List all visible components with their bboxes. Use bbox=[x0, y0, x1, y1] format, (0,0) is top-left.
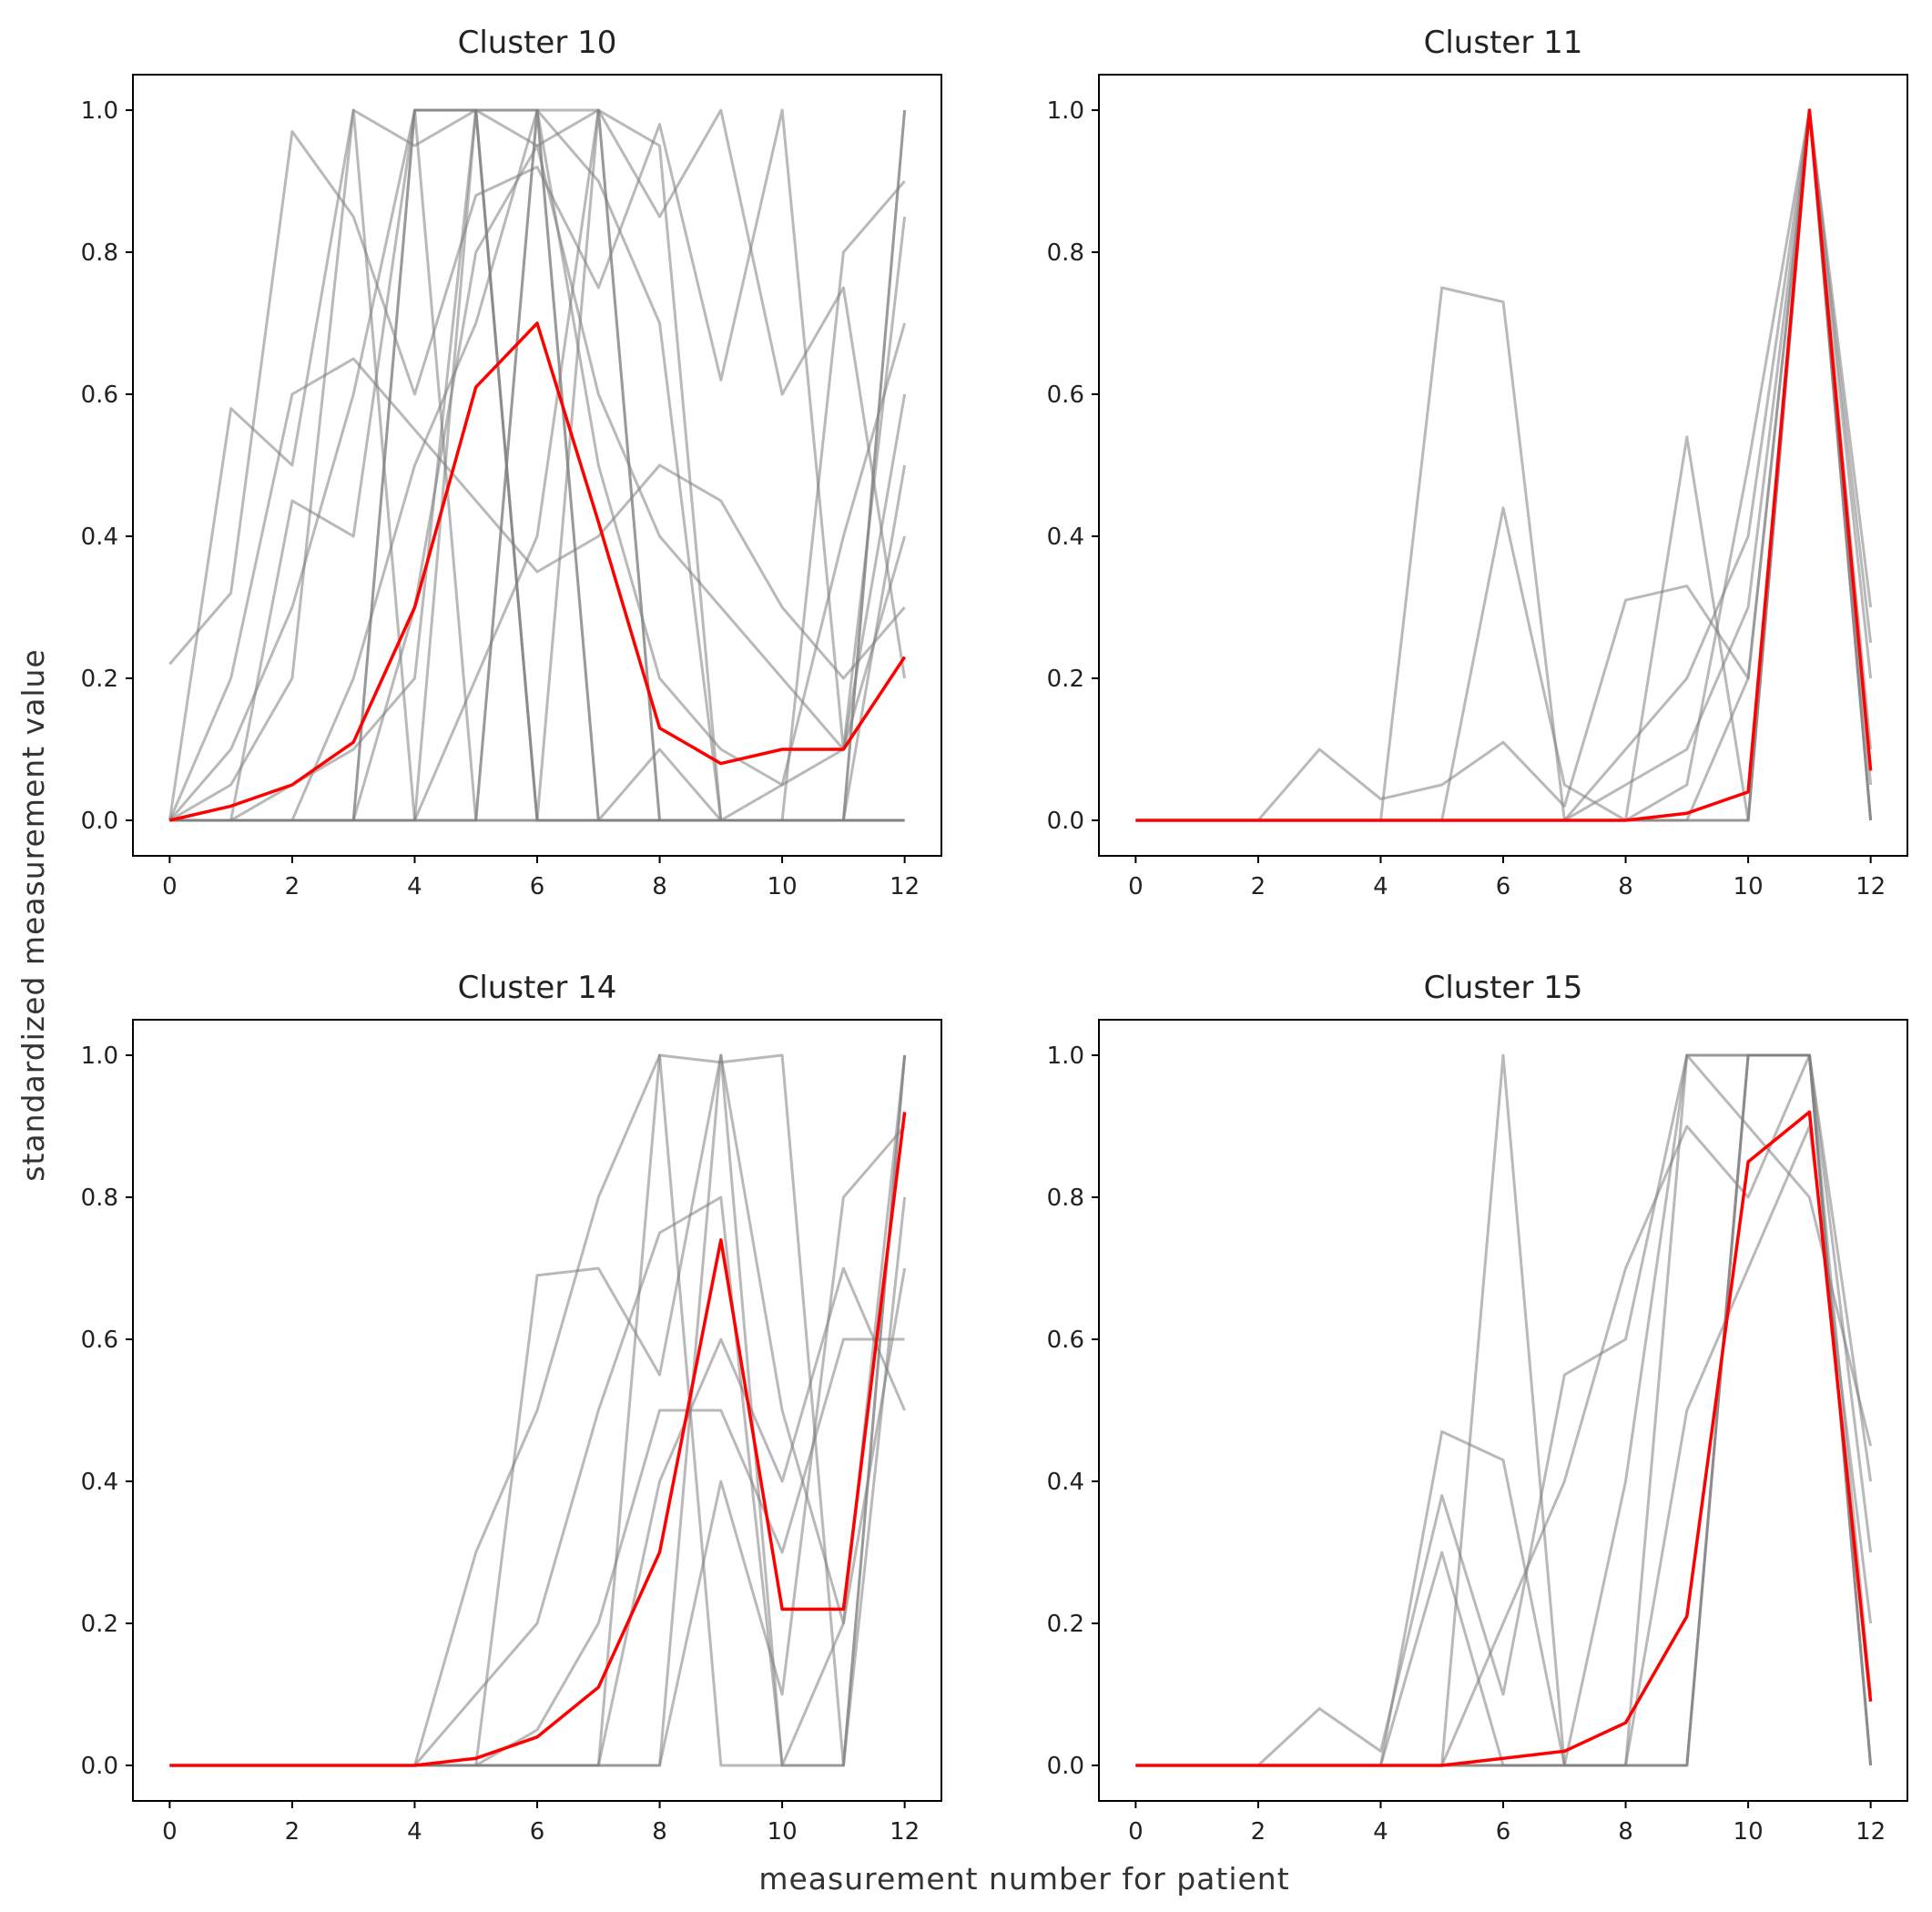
y-tick-label: 0.0 bbox=[81, 808, 118, 835]
plot-area bbox=[1135, 1053, 1873, 1767]
y-tick-label: 0.8 bbox=[1047, 1185, 1084, 1212]
y-tick-label: 0.2 bbox=[81, 666, 118, 693]
patient-line bbox=[168, 357, 906, 821]
patient-line bbox=[169, 1125, 906, 1767]
x-tick-label: 12 bbox=[1856, 1818, 1886, 1846]
patient-line bbox=[169, 1266, 906, 1767]
y-tick-label: 1.0 bbox=[81, 97, 118, 125]
subplot-title: Cluster 10 bbox=[458, 25, 617, 61]
patient-line bbox=[1135, 108, 1873, 822]
y-tick-label: 0.4 bbox=[1047, 1469, 1084, 1496]
subplot-title: Cluster 14 bbox=[458, 970, 617, 1006]
x-tick-label: 8 bbox=[652, 1818, 667, 1846]
x-tick-label: 6 bbox=[1496, 873, 1511, 900]
subplot-title: Cluster 11 bbox=[1424, 25, 1583, 61]
patient-line bbox=[1135, 108, 1873, 822]
y-tick-label: 0.8 bbox=[81, 1185, 118, 1212]
patient-line bbox=[1135, 108, 1873, 822]
subplot-2: 0 2 4 6 8 10 12 0.0 0.2 0.4 0.6 0.8 1.0 Cluster 11 bbox=[1047, 25, 1908, 900]
patient-line bbox=[1135, 1053, 1873, 1767]
plot-area bbox=[168, 108, 907, 822]
centroid-line bbox=[169, 1112, 907, 1767]
y-tick-label: 0.6 bbox=[1047, 381, 1084, 409]
patient-line bbox=[1135, 108, 1873, 822]
y-tick-label: 1.0 bbox=[81, 1042, 118, 1070]
patient-line bbox=[1135, 108, 1873, 822]
subplot-3: 0 2 4 6 8 10 12 0.0 0.2 0.4 0.6 0.8 1.0 Cluster 14 bbox=[81, 970, 942, 1846]
x-tick-label: 2 bbox=[285, 873, 300, 900]
subplot-title: Cluster 15 bbox=[1424, 970, 1583, 1006]
patient-line bbox=[1135, 1053, 1873, 1767]
x-tick-label: 12 bbox=[1856, 873, 1886, 900]
y-tick-label: 0.2 bbox=[1047, 1611, 1084, 1638]
y-tick-label: 0.4 bbox=[81, 1469, 118, 1496]
centroid-line bbox=[1135, 1110, 1873, 1767]
x-tick-label: 6 bbox=[1496, 1818, 1511, 1846]
x-tick-label: 4 bbox=[1373, 1818, 1388, 1846]
patient-line bbox=[1135, 108, 1873, 822]
x-tick-label: 4 bbox=[1373, 873, 1388, 900]
y-tick-label: 1.0 bbox=[1047, 97, 1084, 125]
patient-line bbox=[1135, 1124, 1873, 1767]
patient-line bbox=[1135, 1053, 1873, 1767]
subplot-grid: 0 2 4 6 8 10 12 0.0 0.2 0.4 0.6 0.8 1.0 Cluster 10 0 2 4… bbox=[81, 25, 1908, 1846]
y-tick-label: 0.4 bbox=[81, 524, 118, 551]
x-tick-label: 2 bbox=[1251, 1818, 1266, 1846]
x-tick-label: 10 bbox=[1734, 1818, 1764, 1846]
x-tick-label: 0 bbox=[1128, 873, 1144, 900]
x-tick-label: 6 bbox=[530, 873, 545, 900]
plot-area bbox=[169, 1053, 907, 1767]
patient-line bbox=[1135, 1053, 1873, 1767]
patient-line bbox=[1135, 108, 1873, 822]
x-axis-label: measurement number for patient bbox=[758, 1861, 1289, 1897]
x-tick-label: 4 bbox=[407, 873, 422, 900]
patient-line bbox=[1135, 108, 1873, 822]
x-tick-label: 6 bbox=[530, 1818, 545, 1846]
y-tick-label: 1.0 bbox=[1047, 1042, 1084, 1070]
patient-line bbox=[169, 108, 907, 822]
subplot-4: 0 2 4 6 8 10 12 0.0 0.2 0.4 0.6 0.8 1.0 Cluster 15 bbox=[1047, 970, 1908, 1846]
x-tick-label: 2 bbox=[1251, 873, 1266, 900]
y-tick-label: 0.4 bbox=[1047, 524, 1084, 551]
centroid-line bbox=[1135, 108, 1873, 822]
x-tick-label: 8 bbox=[1618, 1818, 1633, 1846]
x-tick-label: 12 bbox=[890, 873, 920, 900]
x-tick-label: 12 bbox=[890, 1818, 920, 1846]
patient-line bbox=[1135, 1053, 1873, 1767]
x-tick-label: 2 bbox=[285, 1818, 300, 1846]
y-tick-label: 0.0 bbox=[81, 1753, 118, 1780]
x-tick-label: 0 bbox=[162, 1818, 178, 1846]
subplot-1: 0 2 4 6 8 10 12 0.0 0.2 0.4 0.6 0.8 1.0 Cluster 10 bbox=[81, 25, 942, 900]
patient-line bbox=[1135, 1053, 1873, 1767]
y-tick-label: 0.6 bbox=[81, 381, 118, 409]
axes-frame bbox=[1098, 74, 1908, 857]
y-tick-label: 0.8 bbox=[81, 239, 118, 267]
y-tick-label: 0.0 bbox=[1047, 808, 1084, 835]
y-tick-label: 0.6 bbox=[1047, 1327, 1084, 1354]
y-tick-label: 0.0 bbox=[1047, 1753, 1084, 1780]
y-axis-label: standardized measurement value bbox=[15, 648, 51, 1181]
x-tick-label: 0 bbox=[162, 873, 178, 900]
x-tick-label: 8 bbox=[1618, 873, 1633, 900]
plot-area bbox=[1135, 108, 1873, 822]
x-tick-label: 10 bbox=[768, 1818, 798, 1846]
axes-frame bbox=[1098, 1019, 1908, 1802]
patient-line bbox=[168, 108, 907, 751]
y-tick-label: 0.8 bbox=[1047, 239, 1084, 267]
y-tick-label: 0.2 bbox=[1047, 666, 1084, 693]
x-tick-label: 4 bbox=[407, 1818, 422, 1846]
x-tick-label: 10 bbox=[1734, 873, 1764, 900]
x-tick-label: 8 bbox=[652, 873, 667, 900]
x-tick-label: 10 bbox=[768, 873, 798, 900]
x-tick-label: 0 bbox=[1128, 1818, 1144, 1846]
y-tick-label: 0.2 bbox=[81, 1611, 118, 1638]
patient-line bbox=[169, 1053, 907, 1767]
centroid-line bbox=[169, 321, 907, 822]
patient-line bbox=[169, 1337, 905, 1767]
patient-line bbox=[1135, 1053, 1873, 1767]
y-tick-label: 0.6 bbox=[81, 1327, 118, 1354]
